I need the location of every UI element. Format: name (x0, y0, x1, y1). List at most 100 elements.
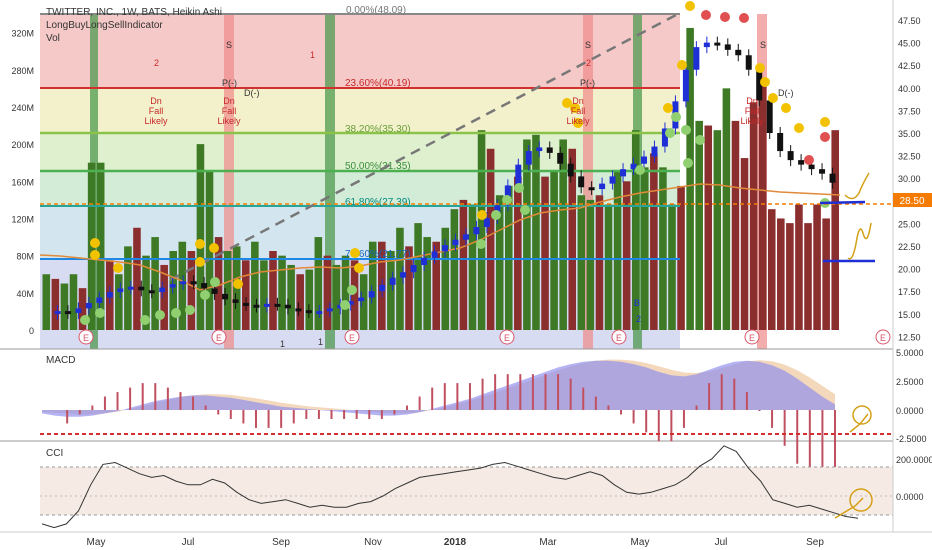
marker-num: 2 (154, 58, 159, 68)
marker-p: P(-) (222, 78, 237, 88)
macd-histogram-bar (380, 410, 383, 419)
earnings-badge[interactable] (211, 329, 227, 345)
macd-histogram-bar (720, 374, 723, 410)
volume-bar (278, 255, 286, 330)
ha-candle (379, 284, 386, 292)
volume-bar (559, 139, 567, 330)
volume-bar (314, 237, 323, 330)
ha-candle (316, 311, 323, 315)
earnings-badge[interactable] (499, 329, 515, 345)
fib-label: 50.00%(31.35) (345, 161, 411, 172)
ha-candle (661, 128, 668, 147)
earnings-badge[interactable] (78, 329, 94, 345)
svg-text:E: E (616, 333, 622, 343)
ha-candle (85, 302, 92, 309)
earnings-badges[interactable]: E E E E E E E (78, 329, 891, 345)
ha-candle (106, 292, 113, 298)
volume-bar (178, 241, 187, 330)
macd-tick-label: 5.0000 (896, 348, 924, 358)
handdrawn-arrow (834, 497, 864, 519)
volume-bar (51, 278, 60, 330)
volume-bar (341, 255, 350, 330)
volume-bar (423, 237, 431, 330)
volume-bar (96, 162, 105, 330)
price-axis[interactable]: 47.50 45.00 42.50 40.00 37.50 35.00 32.50 30.00… (892, 0, 932, 550)
ha-candle (75, 308, 82, 313)
macd-histogram-bar (368, 410, 371, 419)
volume-axis: 320M 280M 240M 200M 160M 120M 80M 40M 0 (11, 29, 34, 336)
earnings-badge[interactable] (611, 329, 627, 345)
marker-num: 2 (635, 222, 640, 232)
signal-dot (685, 1, 695, 11)
signal-dot (820, 117, 830, 127)
last-price-badge (893, 193, 932, 207)
macd-histogram-bar (154, 383, 157, 410)
ha-candle (808, 164, 815, 170)
signal-dot (90, 238, 100, 248)
ha-candle (546, 147, 553, 153)
price-tick-label: 20.00 (898, 265, 921, 275)
volume-bar (532, 134, 540, 330)
ha-candle (462, 234, 469, 240)
ha-candle (714, 42, 721, 46)
last-price-value: 28.50 (899, 196, 924, 207)
volume-bar (822, 218, 830, 330)
volume-bar (251, 241, 259, 330)
ha-candle (567, 163, 574, 177)
macd-histogram-bar (569, 378, 572, 410)
trend-line[interactable] (169, 12, 679, 282)
signal-dot (195, 257, 205, 267)
volume-bar (677, 185, 685, 330)
volume-bar (568, 148, 577, 330)
macd-histogram-bar (166, 387, 169, 410)
cci-line (41, 445, 859, 529)
ema-line (39, 183, 841, 291)
earnings-badge[interactable] (744, 329, 760, 345)
macd-histogram-bar (204, 405, 207, 410)
macd-area (42, 360, 835, 417)
volume-bar (350, 260, 359, 330)
price-pane[interactable]: 0.00%(48.09) 23.60%(40.19) 38.20%(35.30)… (11, 1, 893, 349)
drawn-support-line[interactable] (819, 200, 866, 205)
macd-histogram-bar (771, 410, 774, 428)
ha-candle (243, 302, 249, 306)
ha-candle (515, 164, 522, 186)
volume-bar (504, 185, 513, 330)
price-tick-label: 35.00 (898, 129, 921, 139)
signal-dot (155, 310, 165, 320)
volume-bar (459, 199, 468, 330)
macd-histogram-bar (796, 410, 799, 464)
signal-dot (695, 135, 705, 145)
volume-bar (160, 264, 168, 330)
earnings-badge[interactable] (875, 329, 891, 345)
time-axis[interactable]: May Jul Sep Nov 2018 Mar May Jul Sep (0, 531, 932, 548)
handdrawn-arrow (847, 222, 872, 260)
ha-candle (222, 293, 229, 300)
macd-pane[interactable]: MACD (0, 350, 893, 482)
svg-text:E: E (749, 333, 755, 343)
macd-histogram-bar (645, 410, 648, 433)
signal-dot (185, 305, 195, 315)
macd-histogram-bar (821, 410, 824, 482)
marker-num: 1 (310, 50, 315, 60)
macd-histogram-bar (116, 392, 119, 410)
volume-bar (332, 264, 341, 330)
macd-histogram-bar (393, 410, 396, 415)
marker-num: 1 (318, 337, 323, 347)
ha-candle (159, 287, 166, 293)
handdrawn-circle (849, 488, 873, 512)
ha-candle (421, 257, 428, 265)
ha-candle (473, 227, 480, 235)
volume-bar (595, 195, 604, 330)
earnings-badge[interactable] (344, 329, 360, 345)
volume-bar (387, 251, 395, 330)
svg-text:E: E (83, 333, 89, 343)
signal-dot (781, 103, 791, 113)
fib-label: 61.80%(27.39) (345, 197, 411, 208)
ha-candle (211, 288, 218, 294)
macd-histogram-bar (670, 410, 673, 442)
marker-num: 2 (636, 314, 641, 324)
signal-dot (209, 243, 219, 253)
cci-pane[interactable]: CCI (40, 445, 893, 529)
